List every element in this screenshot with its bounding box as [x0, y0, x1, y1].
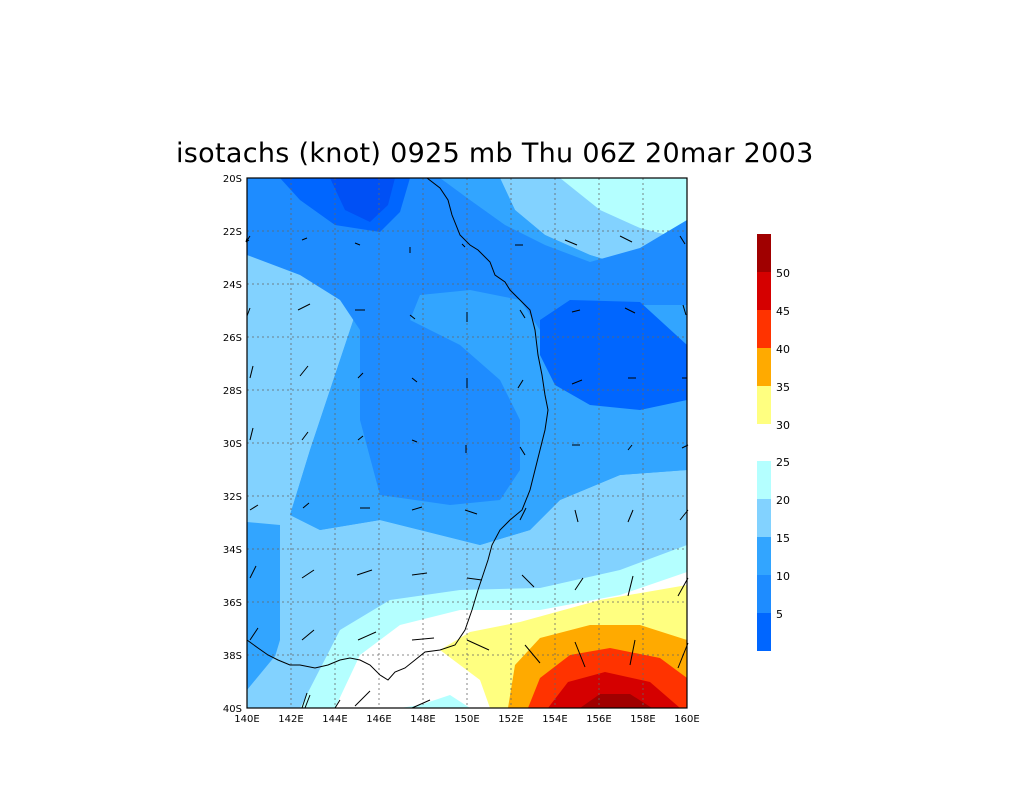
- cb-swatch-15-20: [757, 499, 771, 537]
- coastline: [246, 177, 549, 681]
- cb-label: 10: [776, 570, 790, 583]
- lat-tick: 26S: [223, 333, 242, 344]
- lat-tick: 40S: [223, 704, 242, 715]
- lat-tick: 20S: [223, 174, 242, 185]
- cb-swatch-10-15: [757, 537, 771, 575]
- cb-label: 45: [776, 305, 790, 318]
- cb-label: 20: [776, 494, 790, 507]
- cb-swatch-40-45: [757, 310, 771, 348]
- lon-tick: 152E: [498, 714, 523, 725]
- lat-tick: 22S: [223, 227, 242, 238]
- lon-tick: 142E: [278, 714, 303, 725]
- lon-axis: 140E 142E 144E 146E 148E 150E 152E 154E …: [234, 714, 699, 725]
- colorbar-lower: 5 10 15 20 25: [757, 456, 790, 651]
- lon-tick: 158E: [630, 714, 655, 725]
- cb-swatch-20-25: [757, 461, 771, 499]
- cb-label: 35: [776, 381, 790, 394]
- cb-swatch-35-40: [757, 348, 771, 386]
- map-title: isotachs (knot) 0925 mb Thu 06Z 20mar 20…: [176, 138, 814, 169]
- band-10-15: [247, 178, 687, 505]
- band-25-30-ne: [560, 178, 687, 240]
- lon-tick: 148E: [410, 714, 435, 725]
- cb-label: 40: [776, 343, 790, 356]
- lon-tick: 150E: [454, 714, 479, 725]
- cb-label: 25: [776, 456, 790, 469]
- cb-swatch-30-35: [757, 386, 771, 424]
- lat-tick: 28S: [223, 386, 242, 397]
- band-45-50: [548, 672, 680, 708]
- plot-frame: [246, 177, 688, 709]
- lat-axis: 20S 22S 24S 26S 28S 30S 32S 34S 36S 38S …: [223, 174, 242, 715]
- cb-label: 30: [776, 419, 790, 432]
- wind-vectors: [245, 235, 689, 709]
- cb-label: 5: [776, 608, 783, 621]
- lat-tick: 24S: [223, 280, 242, 291]
- lon-tick: 144E: [322, 714, 347, 725]
- cb-swatch-5-10: [757, 575, 771, 613]
- band-50-plus: [580, 694, 652, 708]
- cb-swatch-50-plus: [757, 234, 771, 272]
- lat-tick: 36S: [223, 598, 242, 609]
- coastline-south: [304, 694, 341, 709]
- lon-tick: 140E: [234, 714, 259, 725]
- cb-swatch-lt5: [757, 613, 771, 651]
- lat-tick: 32S: [223, 492, 242, 503]
- colorbar-upper: 30 35 40 45 50: [757, 234, 790, 432]
- lat-tick: 34S: [223, 545, 242, 556]
- lon-tick: 146E: [366, 714, 391, 725]
- lon-tick: 160E: [674, 714, 699, 725]
- lat-tick: 38S: [223, 651, 242, 662]
- cb-label: 15: [776, 532, 790, 545]
- lon-tick: 156E: [586, 714, 611, 725]
- lat-tick: 30S: [223, 439, 242, 450]
- lon-tick: 154E: [542, 714, 567, 725]
- graticule: [247, 178, 687, 708]
- cb-label: 50: [776, 267, 790, 280]
- cb-swatch-45-50: [757, 272, 771, 310]
